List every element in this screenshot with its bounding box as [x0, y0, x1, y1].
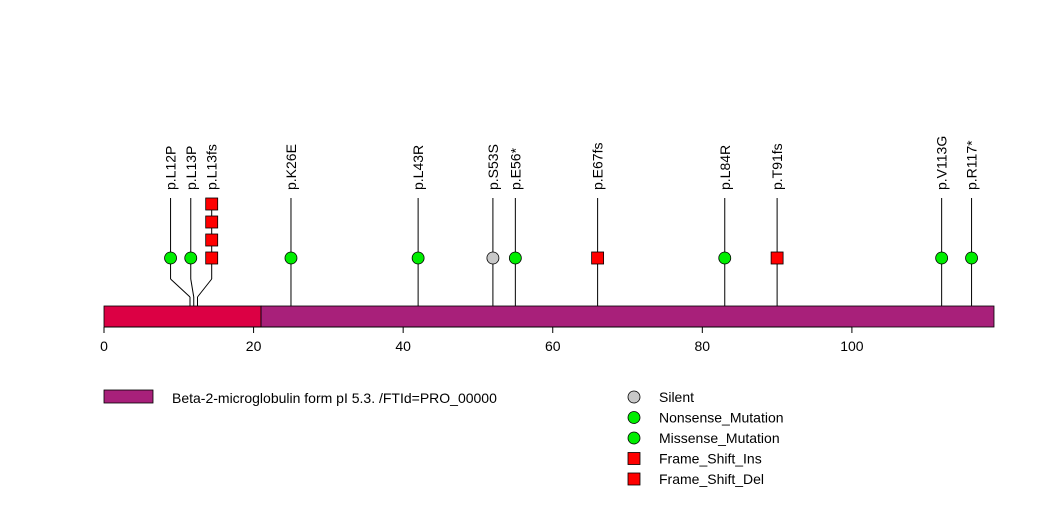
x-axis: 0 20 40 60 80 100 [100, 326, 864, 354]
legend-item-label: Missense_Mutation [659, 430, 780, 446]
mutation-marker [184, 251, 198, 265]
mutation-label: p.L13P [183, 146, 199, 190]
mutation-marker [205, 215, 219, 229]
mutation-marker [205, 197, 219, 211]
mutation-stem-elbow [190, 278, 195, 298]
mutation-label: p.R117* [964, 140, 980, 190]
mutation-marker [205, 251, 219, 265]
legend-marker [627, 431, 641, 445]
legend: Beta-2-microglobulin form pI 5.3. /FTId=… [103, 389, 784, 487]
mutation-marker [164, 251, 177, 265]
mutation-markers [164, 197, 978, 265]
mutation-marker [935, 251, 949, 265]
mutation-label: p.E56* [507, 147, 523, 190]
mutation-marker [718, 251, 732, 265]
legend-item-label: Nonsense_Mutation [659, 410, 784, 426]
mutation-stems [170, 198, 973, 306]
x-axis-tick-label: 100 [840, 338, 864, 354]
mutation-stem-elbow [197, 278, 213, 298]
legend-item-label: Frame_Shift_Del [659, 471, 764, 487]
mutation-label: p.S53S [485, 144, 501, 190]
mutation-labels: p.L12P p.L13P p.L13fs p.K26E p.L43R p.S53S p.E… [163, 136, 980, 190]
legend-domain-swatch [103, 389, 154, 404]
protein-bar [103, 305, 995, 328]
mutation-label: p.V113G [934, 136, 950, 190]
mutation-label: p.E67fs [590, 143, 606, 190]
x-axis-tick-label: 20 [246, 338, 262, 354]
legend-marker [627, 452, 641, 465]
mutation-marker [770, 251, 784, 265]
legend-marker [627, 411, 641, 424]
protein-domain-0 [103, 305, 262, 328]
legend-marker [627, 472, 641, 486]
legend-item-label: Silent [659, 389, 694, 405]
mutation-marker [486, 251, 500, 265]
mutation-marker [205, 233, 219, 247]
legend-domain-label: Beta-2-microglobulin form pI 5.3. /FTId=… [172, 390, 497, 406]
mutation-label: p.K26E [283, 144, 299, 190]
x-axis-tick-label: 80 [695, 338, 711, 354]
mutation-label: p.L43R [410, 145, 426, 190]
mutation-marker [411, 251, 425, 265]
mutation-label: p.L12P [163, 146, 179, 190]
protein-domain-1 [260, 305, 995, 328]
x-axis-tick-label: 0 [100, 338, 108, 354]
mutation-marker [284, 251, 298, 265]
mutation-marker [965, 251, 978, 265]
legend-marker [627, 390, 641, 404]
x-axis-tick-label: 60 [545, 338, 561, 354]
legend-item-label: Frame_Shift_Ins [659, 451, 762, 467]
mutation-marker [591, 251, 605, 265]
x-axis-tick-label: 40 [395, 338, 411, 354]
mutation-label: p.L84R [717, 145, 733, 190]
mutation-marker [508, 251, 522, 265]
mutation-stem-elbow [170, 278, 191, 298]
mutation-label: p.L13fs [204, 144, 220, 190]
mutation-label: p.T91fs [769, 143, 785, 190]
